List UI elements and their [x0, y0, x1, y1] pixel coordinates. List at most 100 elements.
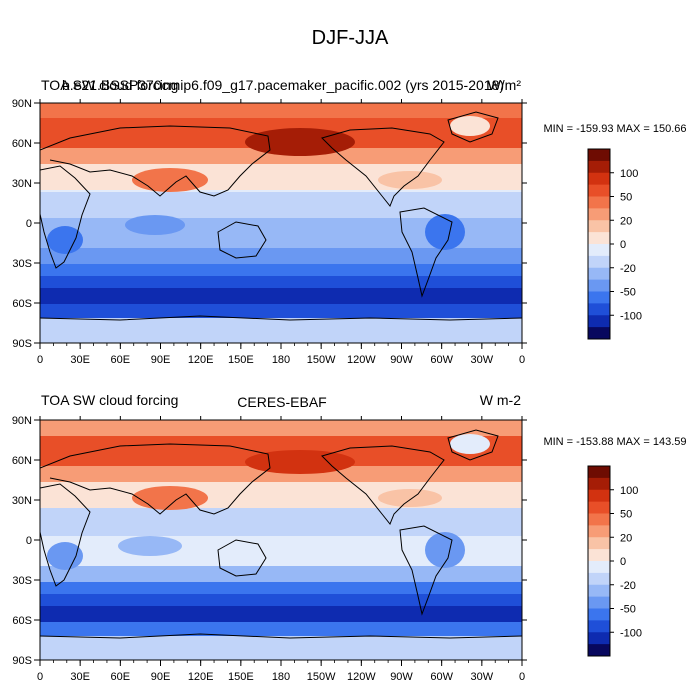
- colorbar-swatch: [588, 501, 610, 514]
- x-tick-label: 0: [519, 354, 525, 366]
- colorbar-label: 20: [620, 215, 632, 227]
- y-tick-label: 60N: [12, 455, 32, 467]
- figure-title: DJF-JJA: [312, 27, 389, 49]
- y-tick-label: 90S: [12, 338, 32, 350]
- panel-title-center: CERES-EBAF: [237, 394, 326, 410]
- x-tick-label: 120E: [188, 671, 214, 683]
- blob-asia-red: [132, 486, 208, 510]
- colorbar-label: 50: [620, 509, 632, 521]
- coast-australia: [217, 539, 267, 577]
- blob-pacific-red: [378, 171, 442, 189]
- colorbar-swatch: [588, 608, 610, 621]
- x-tick-label: 30E: [70, 671, 90, 683]
- band-antarctic: [40, 636, 522, 660]
- colorbar-swatch: [588, 584, 610, 598]
- x-tick-label: 60W: [430, 671, 453, 683]
- coast-africa: [40, 165, 91, 269]
- coast-greenland: [447, 111, 499, 143]
- colorbar-swatch: [588, 160, 610, 174]
- coast-greenland: [447, 429, 499, 461]
- x-tick-label: 0: [37, 671, 43, 683]
- colorbar-label: 0: [620, 239, 626, 251]
- coast-north-america: [321, 127, 445, 207]
- colorbar-label: -50: [620, 287, 636, 299]
- panel-title-left: TOA SW cloud forcing: [41, 77, 178, 93]
- colorbar-swatch: [588, 291, 610, 304]
- band-arctic: [40, 420, 522, 440]
- x-tick-label: 90E: [151, 354, 171, 366]
- x-tick-label: 180: [272, 671, 290, 683]
- y-tick-label: 0: [26, 535, 32, 547]
- blob-africa-south: [47, 226, 83, 254]
- blob-south-america: [425, 214, 465, 250]
- coast-eurasia: [40, 125, 271, 197]
- coast-south-america: [399, 207, 453, 298]
- colorbar-swatch: [588, 327, 610, 340]
- x-tick-label: 30E: [70, 354, 90, 366]
- colorbar-swatch: [588, 489, 610, 503]
- colorbar-label: -100: [620, 627, 642, 639]
- blob-north-pacific: [245, 450, 355, 474]
- colorbar-swatch: [588, 255, 610, 269]
- coastlines: [40, 111, 522, 321]
- blob-asia-red: [132, 168, 208, 192]
- band-southern-ocean-1: [40, 264, 522, 278]
- colorbar-label: 100: [620, 168, 638, 180]
- colorbar-swatch: [588, 644, 610, 657]
- x-tick-label: 0: [519, 671, 525, 683]
- band-southern-ocean-3: [40, 288, 522, 306]
- colorbar-swatch: [588, 303, 610, 316]
- colorbar-label: -20: [620, 580, 636, 592]
- band-southern-ocean-2: [40, 276, 522, 290]
- colorbar-swatch: [588, 172, 610, 186]
- coast-antarctica: [40, 633, 522, 639]
- colorbar-label: 20: [620, 532, 632, 544]
- colorbar-swatch: [588, 549, 610, 562]
- panel-title-center: b.e21.BSSP370cmip6.f09_g17.pacemaker_pac…: [62, 77, 504, 93]
- blob-pacific-red: [378, 489, 442, 507]
- band-north-mid: [40, 148, 522, 166]
- panel-title-left: TOA SW cloud forcing: [41, 392, 178, 408]
- x-axis-ticks: 0 30E 60E 90E 120E 150E 180 150W 120W 90W 60W 30W 0: [37, 416, 525, 683]
- coast-africa: [40, 483, 91, 587]
- coast-south-america: [399, 525, 453, 616]
- panel-units: W/m²: [488, 77, 522, 93]
- x-tick-label: 90E: [151, 671, 171, 683]
- blob-indian-ocean-blue: [118, 536, 182, 556]
- colorbar-swatch: [588, 267, 610, 281]
- y-tick-label: 90N: [12, 98, 32, 110]
- band-subtropics-north: [40, 164, 522, 190]
- panel-stats: MIN = -159.93 MAX = 150.66: [543, 123, 686, 135]
- blob-greenland: [450, 116, 490, 136]
- map-field: [40, 103, 522, 343]
- panel-units: W m-2: [480, 392, 521, 408]
- colorbar-swatch: [588, 477, 610, 491]
- colorbar-label: -20: [620, 263, 636, 275]
- x-tick-label: 150E: [228, 354, 254, 366]
- colorbar-swatch: [588, 149, 610, 162]
- x-tick-label: 60W: [430, 354, 453, 366]
- coast-north-america: [321, 445, 445, 525]
- map-panel-model: TOA SW cloud forcing b.e21.BSSP370cmip6.…: [12, 77, 687, 366]
- x-tick-label: 120W: [347, 671, 376, 683]
- x-tick-label: 150W: [307, 671, 336, 683]
- colorbar-swatch: [588, 561, 610, 574]
- colorbar-swatch: [588, 232, 610, 245]
- y-tick-label: 90N: [12, 415, 32, 427]
- blob-north-pacific: [245, 128, 355, 156]
- colorbar-swatch: [588, 620, 610, 633]
- panel-stats: MIN = -153.88 MAX = 143.59: [543, 436, 686, 448]
- x-axis-ticks: 0 30E 60E 90E 120E 150E 180 150W 120W 90W 60W 30W 0: [37, 99, 525, 366]
- colorbar-swatch: [588, 537, 610, 550]
- coastlines: [40, 429, 522, 639]
- blob-africa-south: [47, 542, 83, 570]
- y-tick-label: 60N: [12, 138, 32, 150]
- colorbar-swatch: [588, 466, 610, 479]
- x-tick-label: 90W: [390, 354, 413, 366]
- colorbar-swatch: [588, 220, 610, 233]
- colorbar-label: 50: [620, 192, 632, 204]
- band-southern-ocean-4: [40, 622, 522, 636]
- colorbar-swatch: [588, 279, 610, 292]
- band-antarctic: [40, 318, 522, 343]
- map-panel-observations: TOA SW cloud forcing CERES-EBAF W m-2 MI…: [12, 392, 687, 683]
